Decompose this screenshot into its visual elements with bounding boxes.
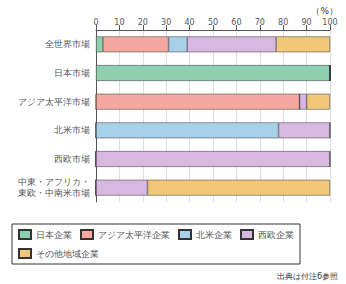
svg-text:西欧市場: 西欧市場: [54, 154, 90, 164]
svg-text:30: 30: [161, 18, 171, 27]
svg-text:日本市場: 日本市場: [54, 68, 90, 78]
svg-text:（%）: （%）: [311, 6, 338, 16]
svg-text:20: 20: [138, 18, 148, 27]
svg-text:日本企業: 日本企業: [36, 230, 72, 240]
svg-text:0: 0: [93, 18, 98, 27]
svg-text:90: 90: [302, 18, 312, 27]
svg-text:60: 60: [231, 18, 241, 27]
svg-text:東欧・中南米市場: 東欧・中南米市場: [18, 188, 90, 198]
svg-text:40: 40: [185, 18, 195, 27]
svg-text:100: 100: [322, 18, 337, 27]
svg-text:50: 50: [208, 18, 218, 27]
svg-text:北米企業: 北米企業: [196, 230, 232, 240]
svg-text:アジア太平洋市場: アジア太平洋市場: [18, 97, 90, 107]
svg-text:80: 80: [278, 18, 288, 27]
svg-text:全世界市場: 全世界市場: [45, 39, 90, 49]
svg-text:10: 10: [114, 18, 124, 27]
svg-text:北米市場: 北米市場: [54, 125, 90, 135]
svg-text:出典は付注6参照: 出典は付注6参照: [277, 272, 338, 281]
svg-text:中東・アフリカ・: 中東・アフリカ・: [18, 177, 90, 187]
svg-text:西欧企業: 西欧企業: [258, 230, 294, 240]
svg-text:70: 70: [255, 18, 265, 27]
svg-text:その他地域企業: その他地域企業: [36, 249, 99, 259]
svg-text:アジア太平洋企業: アジア太平洋企業: [98, 230, 170, 240]
